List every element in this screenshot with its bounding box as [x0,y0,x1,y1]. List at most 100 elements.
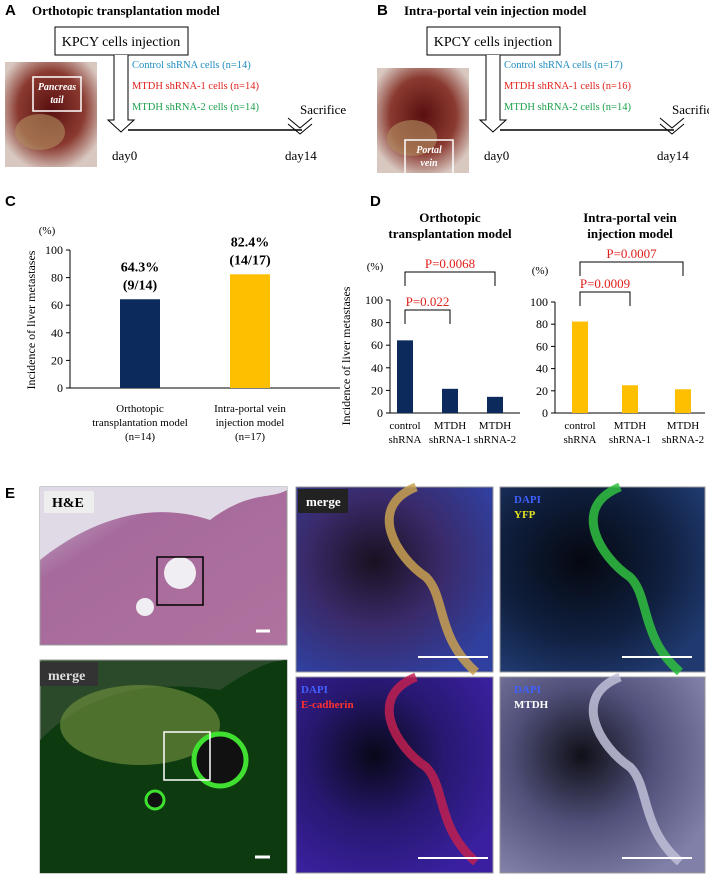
x-tick-label: Intra-portal vein [214,403,286,415]
y-tick-label: 100 [530,295,548,309]
callout [404,139,454,175]
chart-title: transplantation model [388,226,512,241]
panel-letter: B [377,2,388,19]
panel-title: Orthotopic transplantation model [32,3,220,18]
box [426,26,561,56]
bar [622,385,638,413]
x-tick-label: MTDH [434,420,466,432]
stain-label: DAPI [514,494,541,506]
box [54,26,189,56]
bar [675,389,691,413]
x-tick-label: injection model [216,417,285,429]
inset-box [163,731,211,781]
day-label: day0 [484,148,509,163]
y-tick-label: 60 [371,338,383,352]
value-label: 64.3% [121,260,160,275]
y-unit: (%) [39,225,56,237]
photo-detail [387,120,437,156]
y-tick-label: 40 [371,361,383,375]
panel-letter: C [5,193,16,210]
y-tick-label: 20 [536,384,548,398]
value-label: (9/14) [123,278,158,293]
bar [487,396,503,413]
label-bg [298,489,348,513]
callout [32,76,82,112]
x-tick-label: control [564,420,595,432]
y-tick-label: 60 [536,339,548,353]
fluorescent-region [60,685,220,765]
photo-detail [15,114,65,150]
callout-text: Pancreas [38,82,76,93]
x-tick-label: control [389,420,420,432]
vessel [164,557,196,589]
sacrifice-mark [659,117,685,135]
image-label: H&E [52,496,84,511]
y-tick-label: 80 [536,317,548,331]
p-value: P=0.022 [406,294,450,309]
significance-bracket [404,309,451,324]
day-label: day0 [112,148,137,163]
image-label: merge [306,494,341,509]
image-label: merge [48,669,85,684]
y-tick-label: 100 [45,243,63,257]
x-tick-label: shRNA-1 [429,434,471,446]
callout-text: tail [50,95,64,106]
value-label: 82.4% [231,235,270,250]
group-label: MTDH shRNA-2 cells (n=14) [504,102,631,113]
y-tick-label: 20 [371,383,383,397]
panel-letter: E [5,485,15,502]
stain-label: DAPI [514,684,541,696]
timeline-arrow [478,55,508,133]
y-axis-label: Incidence of liver metastases [24,250,38,389]
label-bg [44,491,94,513]
y-tick-label: 40 [51,326,63,340]
p-value: P=0.0068 [425,256,475,271]
x-tick-label: transplantation model [92,417,188,429]
group-label: Control shRNA cells (n=17) [504,60,623,71]
callout-text: Portal [416,145,442,156]
y-tick-label: 80 [371,316,383,330]
x-tick-label: (n=17) [235,431,265,443]
y-tick-label: 0 [377,406,383,420]
y-tick-label: 60 [51,298,63,312]
x-tick-label: shRNA-1 [609,434,651,446]
stain-label: MTDH [514,699,549,711]
day-label: day14 [657,148,689,163]
group-label: MTDH shRNA-1 cells (n=14) [132,81,259,92]
box-text: KPCY cells injection [434,35,552,50]
x-tick-label: MTDH [614,420,646,432]
y-unit: (%) [532,265,549,277]
tissue-detail [40,487,287,560]
chart-title: injection model [587,226,673,241]
y-tick-label: 80 [51,271,63,285]
stain-label: YFP [514,509,536,521]
y-tick-label: 0 [542,406,548,420]
x-tick-label: MTDH [667,420,699,432]
x-tick-label: shRNA-2 [474,434,516,446]
sacrifice-label: Sacrifice [672,102,709,117]
bar [442,388,458,413]
callout-text: vein [420,158,438,169]
epithelium [384,672,480,866]
fluorescent-ring [144,789,166,811]
y-axis-label: Incidence of liver metastases [339,286,353,425]
value-label: (14/17) [229,253,271,268]
box-text: KPCY cells injection [62,35,180,50]
y-unit: (%) [367,261,384,273]
stain-label: E-cadherin [301,699,354,711]
x-tick-label: shRNA [563,434,596,446]
micrograph [499,486,706,673]
x-tick-label: shRNA [388,434,421,446]
p-value: P=0.0009 [580,276,630,291]
x-tick-label: MTDH [479,420,511,432]
significance-bracket [404,271,496,286]
stain-label: DAPI [301,684,328,696]
y-tick-label: 40 [536,362,548,376]
x-tick-label: Orthotopic [116,403,164,415]
bar [572,321,588,413]
panel-letter: A [5,2,16,19]
epithelium [384,482,480,676]
y-tick-label: 20 [51,353,63,367]
significance-bracket [579,291,631,306]
group-label: MTDH shRNA-1 cells (n=16) [504,81,631,92]
